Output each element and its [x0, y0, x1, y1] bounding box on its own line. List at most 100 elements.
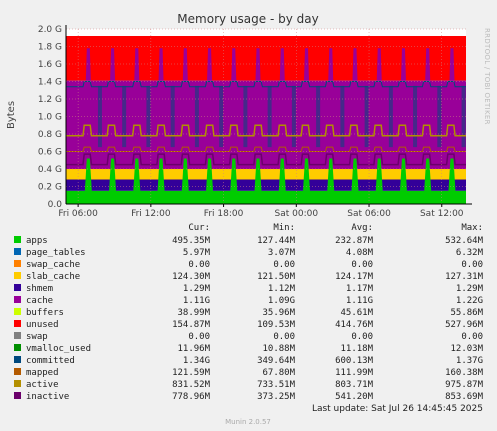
- legend-swatch-swap: [14, 332, 21, 339]
- cache-spike: [85, 48, 91, 81]
- legend-value-avg: 45.61M: [340, 308, 373, 318]
- legend-swatch-apps: [14, 236, 21, 243]
- cache-spike: [158, 48, 164, 81]
- legend-value-max: 12.03M: [450, 344, 483, 354]
- legend-value-cur: 11.96M: [177, 344, 210, 354]
- legend-value-avg: 111.99M: [335, 368, 374, 378]
- legend-name: mapped: [26, 368, 59, 378]
- legend-value-cur: 0.00: [188, 260, 210, 270]
- apps-spike: [181, 158, 189, 191]
- committed-band: [219, 85, 224, 148]
- apps-spike: [351, 158, 359, 191]
- line-active: [66, 124, 466, 137]
- legend-value-min: 373.25M: [257, 392, 296, 402]
- legend: Cur: Min: Avg: Max: apps 495.35M 127.44M 232.87…: [14, 223, 484, 402]
- legend-swatch-page_tables: [14, 248, 21, 255]
- legend-value-avg: 803.71M: [335, 380, 374, 390]
- legend-value-cur: 0.00: [188, 332, 210, 342]
- legend-value-cur: 831.52M: [172, 380, 211, 390]
- legend-swatch-slab_cache: [14, 272, 21, 279]
- apps-spike: [230, 158, 238, 191]
- y-axis-label: Bytes: [6, 101, 17, 129]
- legend-value-cur: 778.96M: [172, 392, 211, 402]
- legend-value-max: 1.29M: [456, 284, 484, 294]
- legend-swatch-committed: [14, 356, 21, 363]
- legend-value-min: 733.51M: [257, 380, 296, 390]
- legend-value-cur: 124.30M: [172, 272, 211, 282]
- legend-name: slab_cache: [26, 272, 80, 282]
- legend-name: unused: [26, 320, 59, 330]
- legend-value-min: 0.00: [273, 332, 295, 342]
- legend-value-min: 349.64M: [257, 356, 296, 366]
- legend-value-max: 0.00: [461, 332, 483, 342]
- legend-swatch-active: [14, 380, 21, 387]
- legend-value-avg: 4.08M: [346, 248, 374, 258]
- committed-band: [437, 85, 442, 148]
- cache-spike: [352, 48, 358, 81]
- apps-spike: [206, 158, 214, 191]
- legend-value-cur: 38.99M: [177, 308, 210, 318]
- y-tick-label: 1.2 G: [38, 95, 62, 105]
- legend-value-cur: 495.35M: [172, 236, 211, 246]
- legend-value-min: 3.07M: [268, 248, 296, 258]
- legend-header: Cur:: [188, 223, 210, 233]
- y-tick-label: 1.0 G: [38, 113, 62, 123]
- apps-spike: [399, 158, 407, 191]
- legend-value-max: 527.96M: [445, 320, 484, 330]
- committed-band: [170, 85, 175, 148]
- cache-spike: [449, 48, 455, 81]
- committed-band: [194, 85, 199, 148]
- side-label: RRDTOOL / TOBI OETIKER: [483, 28, 491, 125]
- x-tick-label: Fri 12:00: [131, 209, 171, 219]
- cache-spike: [134, 48, 140, 81]
- cache-spike: [425, 48, 431, 81]
- legend-value-avg: 11.18M: [340, 344, 373, 354]
- legend-name: active: [26, 380, 59, 390]
- legend-name: buffers: [26, 308, 64, 318]
- area-unused: [66, 36, 466, 81]
- legend-value-cur: 154.87M: [172, 320, 211, 330]
- area-shmem: [66, 179, 466, 191]
- y-tick-label: 1.6 G: [38, 60, 62, 70]
- legend-swatch-cache: [14, 296, 21, 303]
- area-slab_cache: [66, 169, 466, 180]
- legend-name: page_tables: [26, 248, 86, 258]
- axes: 0.0 0.2 G 0.4 G 0.6 G 0.8 G 1.0 G 1.2 G 1.4 G 1.…: [38, 25, 472, 219]
- legend-value-min: 1.09G: [268, 296, 295, 306]
- cache-spike: [110, 48, 116, 81]
- legend-value-avg: 414.76M: [335, 320, 374, 330]
- legend-swatch-buffers: [14, 308, 21, 315]
- y-tick-label: 2.0 G: [38, 25, 62, 35]
- legend-value-cur: 121.59M: [172, 368, 211, 378]
- legend-value-max: 6.32M: [456, 248, 484, 258]
- legend-value-min: 121.50M: [257, 272, 296, 282]
- area-stack: [66, 36, 466, 204]
- y-tick-label: 0.6 G: [38, 148, 62, 158]
- legend-value-min: 1.12M: [268, 284, 296, 294]
- legend-header: Avg:: [351, 223, 373, 233]
- legend-value-max: 55.86M: [450, 308, 483, 318]
- apps-spike: [278, 158, 286, 191]
- apps-spike: [254, 158, 262, 191]
- legend-value-cur: 5.97M: [183, 248, 211, 258]
- legend-value-cur: 1.11G: [183, 296, 210, 306]
- legend-value-avg: 541.20M: [335, 392, 374, 402]
- legend-name: vmalloc_used: [26, 344, 91, 354]
- apps-spike: [327, 158, 335, 191]
- cache-spike: [279, 48, 285, 81]
- legend-value-min: 127.44M: [257, 236, 296, 246]
- legend-header: Max:: [461, 223, 483, 233]
- y-tick-label: 0.2 G: [38, 183, 62, 193]
- committed-band: [291, 85, 296, 148]
- y-tick-label: 1.4 G: [38, 78, 62, 88]
- legend-value-min: 67.80M: [262, 368, 295, 378]
- committed-band: [267, 85, 272, 148]
- legend-value-avg: 0.00: [351, 260, 373, 270]
- cache-spike: [231, 48, 237, 81]
- legend-name: cache: [26, 296, 53, 306]
- legend-value-min: 35.96M: [262, 308, 295, 318]
- cache-spike: [328, 48, 334, 81]
- x-tick-label: Sat 00:00: [275, 209, 319, 219]
- legend-swatch-shmem: [14, 284, 21, 291]
- legend-value-avg: 0.00: [351, 332, 373, 342]
